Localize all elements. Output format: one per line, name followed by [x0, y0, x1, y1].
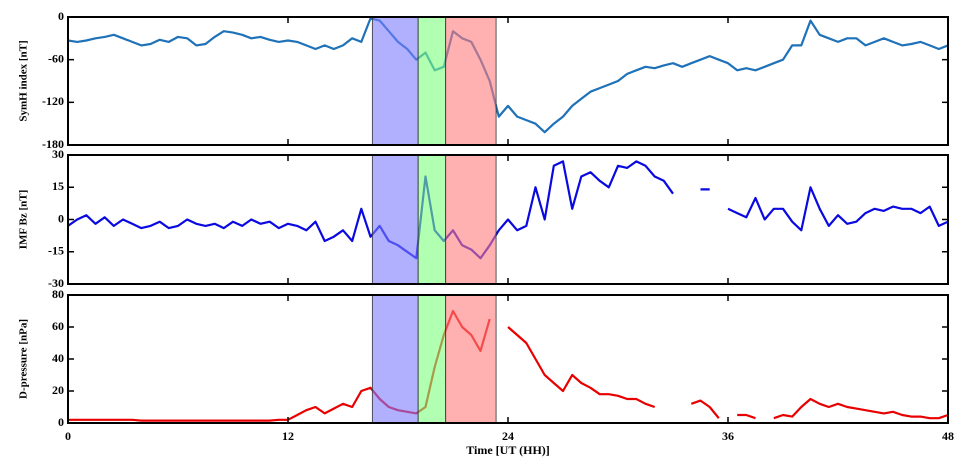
data-line: [68, 309, 948, 422]
shaded-region: [445, 295, 497, 423]
axes-frame: [67, 16, 949, 146]
axes-frame: [67, 294, 949, 424]
plot-area: [68, 17, 948, 145]
y-tick-label: 40: [52, 351, 64, 365]
y-tick-label: 0: [58, 9, 64, 23]
x-tick-label: 0: [65, 429, 71, 443]
shaded-region: [445, 17, 497, 145]
y-tick-label: 0: [58, 415, 64, 429]
shaded-region: [445, 155, 497, 284]
y-tick-label: 30: [52, 147, 64, 161]
y-tick-label: -30: [48, 276, 64, 290]
x-tick-label: 24: [502, 429, 514, 443]
data-line: [68, 17, 948, 134]
y-tick-label: 15: [52, 179, 64, 193]
shaded-region: [371, 295, 419, 423]
shaded-region: [417, 155, 447, 284]
x-tick-label: 12: [282, 429, 294, 443]
y-tick-label: -180: [42, 137, 64, 151]
y-tick-label: -60: [48, 51, 64, 65]
y-tick-label: 80: [52, 287, 64, 301]
shaded-region: [371, 155, 419, 284]
x-axis-label: Time [UT (HH)]: [466, 443, 550, 457]
y-tick-label: 20: [52, 383, 64, 397]
y-tick-label: 60: [52, 319, 64, 333]
y-tick-label: 0: [58, 211, 64, 225]
y-axis-label: IMF Bz [nT]: [18, 190, 30, 249]
plot-area: [68, 295, 948, 423]
plot-area: [68, 155, 948, 284]
shaded-region: [417, 17, 447, 145]
shaded-region: [417, 295, 447, 423]
y-tick-label: -15: [48, 244, 64, 258]
data-line: [68, 160, 948, 260]
y-axis-label: SymH index [nT]: [18, 40, 30, 121]
x-tick-label: 48: [942, 429, 954, 443]
x-tick-label: 36: [722, 429, 734, 443]
shaded-region: [371, 17, 419, 145]
y-axis-label: D-pressure [nPa]: [18, 319, 30, 399]
y-tick-label: -120: [42, 94, 64, 108]
